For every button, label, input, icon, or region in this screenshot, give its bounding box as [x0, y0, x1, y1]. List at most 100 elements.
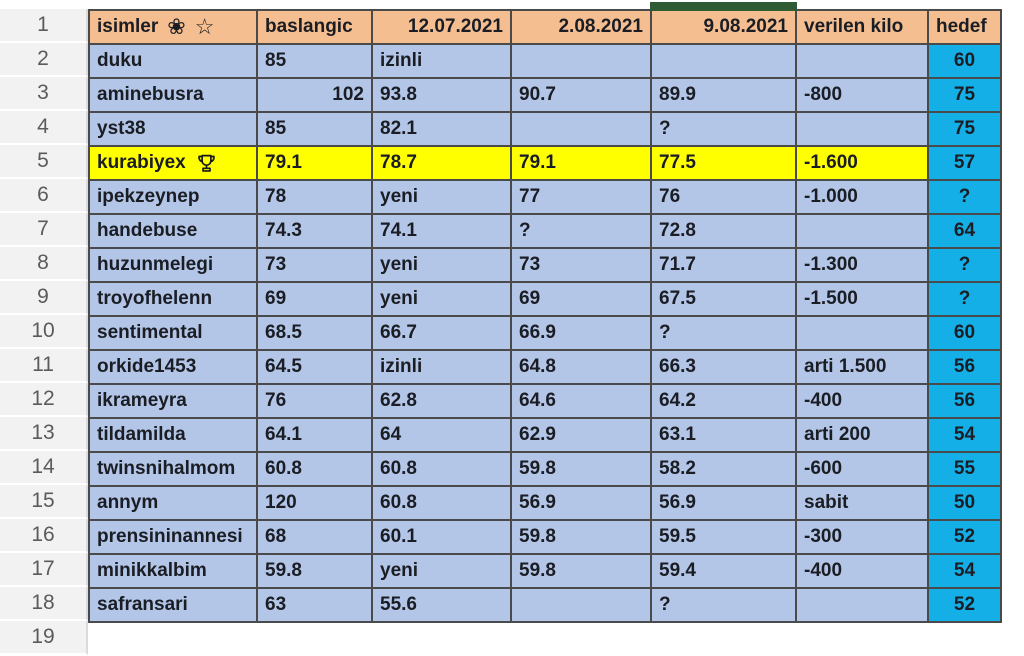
cell-w2[interactable]: 77 — [512, 181, 650, 213]
cell-name[interactable]: yst38 — [90, 113, 256, 145]
cell-w3[interactable]: 77.5 — [652, 147, 795, 179]
cell-hedef[interactable]: 55 — [929, 453, 1000, 485]
cell-w2[interactable] — [512, 589, 650, 621]
cell-kilo[interactable]: -600 — [797, 453, 927, 485]
cell-w2[interactable]: 73 — [512, 249, 650, 281]
cell-w3[interactable]: 56.9 — [652, 487, 795, 519]
row-number[interactable]: 14 — [0, 451, 88, 485]
cell-w2[interactable]: 59.8 — [512, 521, 650, 553]
cell-w1[interactable]: izinli — [373, 351, 510, 383]
row-number[interactable]: 7 — [0, 213, 88, 247]
row-number[interactable]: 13 — [0, 417, 88, 451]
cell-name[interactable]: duku — [90, 45, 256, 77]
cell-baslangic[interactable]: 85 — [258, 45, 371, 77]
row-number[interactable]: 3 — [0, 77, 88, 111]
cell-w3[interactable]: 64.2 — [652, 385, 795, 417]
cell-w1[interactable]: 93.8 — [373, 79, 510, 111]
row-number[interactable]: 15 — [0, 485, 88, 519]
column-header-2-08-2021[interactable]: 2.08.2021 — [512, 11, 650, 43]
cell-name[interactable]: ipekzeynep — [90, 181, 256, 213]
cell-w2[interactable]: 79.1 — [512, 147, 650, 179]
cell-baslangic[interactable]: 74.3 — [258, 215, 371, 247]
cell-kilo[interactable]: -1.300 — [797, 249, 927, 281]
cell-baslangic[interactable]: 73 — [258, 249, 371, 281]
cell-kilo[interactable]: -1.000 — [797, 181, 927, 213]
cell-baslangic[interactable]: 85 — [258, 113, 371, 145]
cell-hedef[interactable]: 64 — [929, 215, 1000, 247]
cell-name[interactable]: sentimental — [90, 317, 256, 349]
cell-kilo[interactable] — [797, 589, 927, 621]
cell-w1[interactable]: izinli — [373, 45, 510, 77]
cell-w2[interactable]: 69 — [512, 283, 650, 315]
cell-w2[interactable] — [512, 113, 650, 145]
cell-w1[interactable]: 62.8 — [373, 385, 510, 417]
cell-kilo[interactable]: sabit — [797, 487, 927, 519]
row-number[interactable]: 2 — [0, 43, 88, 77]
cell-w1[interactable]: yeni — [373, 249, 510, 281]
cell-name[interactable]: troyofhelenn — [90, 283, 256, 315]
cell-hedef[interactable]: ? — [929, 249, 1000, 281]
cell-w1[interactable]: 60.8 — [373, 453, 510, 485]
cell-w2[interactable]: 59.8 — [512, 555, 650, 587]
cell-w3[interactable]: 76 — [652, 181, 795, 213]
cell-baslangic[interactable]: 69 — [258, 283, 371, 315]
row-number[interactable]: 16 — [0, 519, 88, 553]
cell-hedef[interactable]: 60 — [929, 45, 1000, 77]
cell-baslangic[interactable]: 60.8 — [258, 453, 371, 485]
cell-hedef[interactable]: 52 — [929, 589, 1000, 621]
cell-baslangic[interactable]: 64.1 — [258, 419, 371, 451]
cell-w3[interactable] — [652, 45, 795, 77]
cell-w3[interactable]: 59.5 — [652, 521, 795, 553]
cell-name[interactable]: huzunmelegi — [90, 249, 256, 281]
cell-w2[interactable]: 59.8 — [512, 453, 650, 485]
cell-w1[interactable]: 78.7 — [373, 147, 510, 179]
cell-hedef[interactable]: 60 — [929, 317, 1000, 349]
cell-hedef[interactable]: 56 — [929, 385, 1000, 417]
cell-baslangic[interactable]: 102 — [258, 79, 371, 111]
row-number[interactable]: 1 — [0, 9, 88, 43]
cell-kilo[interactable]: -400 — [797, 555, 927, 587]
cell-baslangic[interactable]: 63 — [258, 589, 371, 621]
cell-name[interactable]: twinsnihalmom — [90, 453, 256, 485]
cell-name[interactable]: aminebusra — [90, 79, 256, 111]
column-header-verilen-kilo[interactable]: verilen kilo — [797, 11, 927, 43]
cell-baslangic[interactable]: 59.8 — [258, 555, 371, 587]
cell-w2[interactable]: 66.9 — [512, 317, 650, 349]
cell-w1[interactable]: yeni — [373, 181, 510, 213]
cell-baslangic[interactable]: 68.5 — [258, 317, 371, 349]
row-number[interactable]: 5 — [0, 145, 88, 179]
column-header-isimler[interactable]: isimler ❀ ☆ — [90, 11, 256, 43]
cell-hedef[interactable]: 54 — [929, 555, 1000, 587]
cell-w1[interactable]: yeni — [373, 283, 510, 315]
cell-baslangic[interactable]: 76 — [258, 385, 371, 417]
row-number[interactable]: 6 — [0, 179, 88, 213]
cell-kilo[interactable] — [797, 215, 927, 247]
cell-w2[interactable]: 56.9 — [512, 487, 650, 519]
cell-baslangic[interactable]: 64.5 — [258, 351, 371, 383]
row-number[interactable]: 10 — [0, 315, 88, 349]
cell-w1[interactable]: 60.8 — [373, 487, 510, 519]
row-number[interactable]: 19 — [0, 621, 88, 655]
cell-w1[interactable]: 82.1 — [373, 113, 510, 145]
cell-kilo[interactable] — [797, 113, 927, 145]
cell-name[interactable]: tildamilda — [90, 419, 256, 451]
cell-w3[interactable]: ? — [652, 317, 795, 349]
cell-hedef[interactable]: 50 — [929, 487, 1000, 519]
cell-hedef[interactable]: 56 — [929, 351, 1000, 383]
cell-w3[interactable]: 89.9 — [652, 79, 795, 111]
cell-baslangic[interactable]: 120 — [258, 487, 371, 519]
cell-kilo[interactable]: -1.500 — [797, 283, 927, 315]
cell-kilo[interactable]: -800 — [797, 79, 927, 111]
cell-baslangic[interactable]: 78 — [258, 181, 371, 213]
cell-w2[interactable]: ? — [512, 215, 650, 247]
cell-w2[interactable]: 64.8 — [512, 351, 650, 383]
cell-w3[interactable]: 58.2 — [652, 453, 795, 485]
cell-name[interactable]: handebuse — [90, 215, 256, 247]
cell-w2[interactable] — [512, 45, 650, 77]
cell-w3[interactable]: 59.4 — [652, 555, 795, 587]
cell-name[interactable]: annym — [90, 487, 256, 519]
cell-w1[interactable]: 66.7 — [373, 317, 510, 349]
cell-baslangic[interactable]: 79.1 — [258, 147, 371, 179]
column-header-9-08-2021[interactable]: 9.08.2021 — [652, 11, 795, 43]
row-number[interactable]: 9 — [0, 281, 88, 315]
